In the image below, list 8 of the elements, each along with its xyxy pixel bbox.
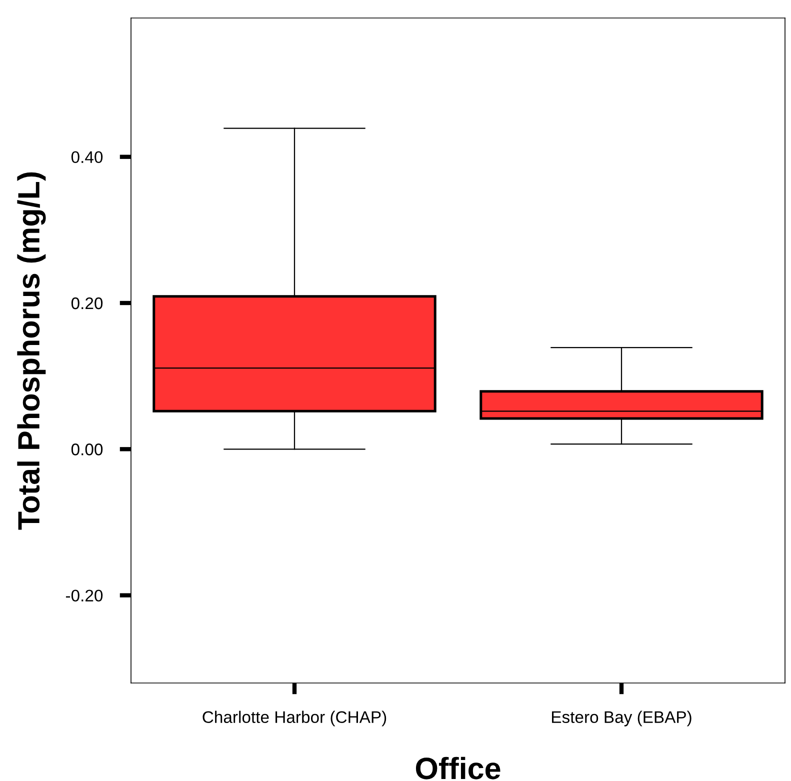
y-tick-label: 0.20 [71, 297, 103, 310]
x-tick-label: Estero Bay (EBAP) [552, 710, 692, 726]
y-tick-label: 0.00 [71, 444, 103, 456]
y-tick-label: -0.20 [66, 590, 103, 602]
x-tick-label: Charlotte Harbor (CHAP) [202, 710, 386, 726]
y-tick-label: 0.40 [71, 151, 103, 164]
x-axis-title: Office [416, 756, 500, 780]
y-axis-title: Total Phosphorus (mg/L) [17, 172, 46, 530]
